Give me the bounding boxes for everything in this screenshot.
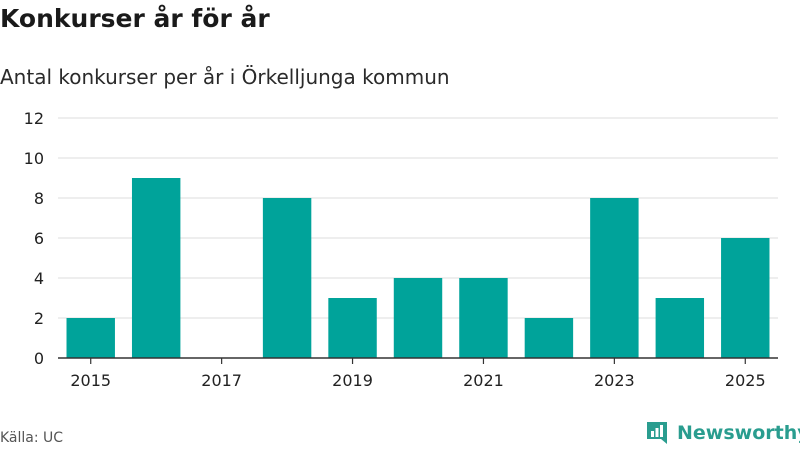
bar-2018: [262, 198, 312, 358]
x-tick-label-2019: 2019: [332, 371, 373, 390]
axes: 0 2 4 6 8 10 12 2015 2017 2019 2021 2023 2025: [24, 109, 778, 390]
chart-title: Konkurser år för år: [0, 4, 270, 33]
bar-2022: [524, 318, 574, 358]
y-tick-label-2: 2: [34, 309, 44, 328]
x-tick-label-2021: 2021: [463, 371, 504, 390]
x-tick-label-2023: 2023: [594, 371, 635, 390]
source-label: Källa: UC: [0, 430, 64, 446]
bar-2016: [131, 178, 181, 358]
y-tick-label-12: 12: [24, 109, 44, 128]
chart-subtitle: Antal konkurser per år i Örkelljunga kom…: [0, 65, 450, 89]
x-tick-label-2015: 2015: [70, 371, 111, 390]
y-tick-label-6: 6: [34, 229, 44, 248]
x-tick-label-2017: 2017: [201, 371, 242, 390]
y-tick-label-8: 8: [34, 189, 44, 208]
y-tick-label-0: 0: [34, 349, 44, 368]
brand-logo[interactable]: Newsworthy: [645, 420, 800, 446]
bars: [66, 178, 770, 358]
bar-2025: [721, 238, 770, 358]
brand-name: Newsworthy: [677, 422, 800, 444]
bar-2024: [655, 298, 705, 358]
bar-2021: [459, 278, 508, 358]
bar-chart-flag-icon: [647, 422, 667, 444]
bar-2020: [393, 278, 443, 358]
bar-2023: [590, 198, 639, 358]
y-tick-label-4: 4: [34, 269, 44, 288]
x-tick-label-2025: 2025: [725, 371, 766, 390]
bar-2015: [66, 318, 115, 358]
bar-chart: 0 2 4 6 8 10 12 2015 2017 2019 2021 2023 2025: [24, 109, 778, 390]
y-tick-label-10: 10: [24, 149, 44, 168]
bar-2019: [328, 298, 377, 358]
